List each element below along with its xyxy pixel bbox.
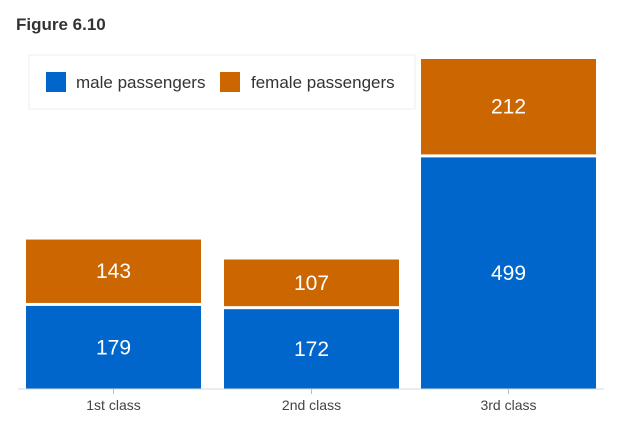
bar-female-3	[421, 59, 596, 155]
data-label-female-1: 143	[96, 260, 131, 283]
legend-swatch-female	[220, 72, 240, 92]
bar-male-2	[224, 309, 399, 389]
legend: male passengers female passengers	[28, 54, 416, 110]
bar-male-1	[26, 305, 201, 389]
x-tick-label-3: 3rd class	[480, 397, 536, 413]
x-axis-ticks: 1st class 2nd class 3rd class	[86, 389, 537, 413]
legend-label-male: male passengers	[76, 73, 205, 92]
bars-layer: 179 143 172 107 499 212	[26, 59, 596, 389]
bar-female-1	[26, 239, 201, 303]
data-label-male-3: 499	[491, 262, 526, 285]
bar-male-3	[421, 157, 596, 389]
data-label-male-1: 179	[96, 336, 131, 359]
data-label-male-2: 172	[294, 338, 329, 361]
x-tick-label-2: 2nd class	[282, 397, 341, 413]
figure-title: Figure 6.10	[16, 15, 106, 34]
data-label-female-2: 107	[294, 272, 329, 295]
legend-swatch-male	[46, 72, 66, 92]
data-label-female-3: 212	[491, 96, 526, 119]
x-tick-label-1: 1st class	[86, 397, 140, 413]
legend-label-female: female passengers	[251, 73, 395, 92]
bar-female-2	[224, 259, 399, 307]
